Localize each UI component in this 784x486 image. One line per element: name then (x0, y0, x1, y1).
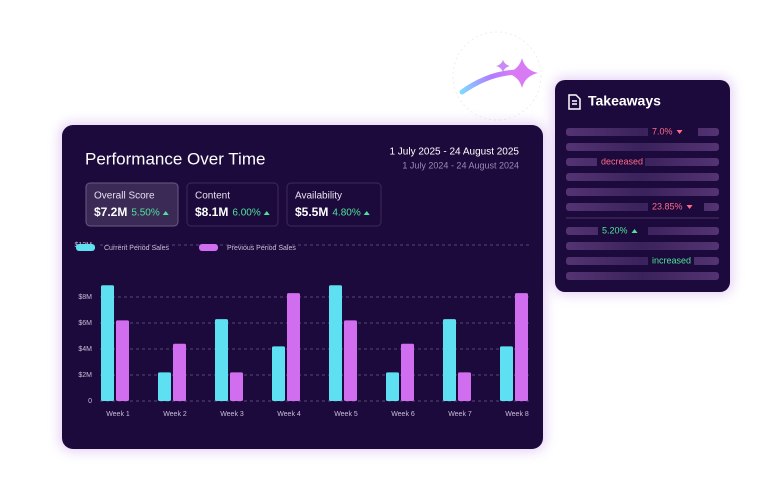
kpi-change: 6.00% (232, 208, 260, 219)
kpi-value: $5.5M (295, 205, 328, 219)
bar (287, 293, 300, 401)
placeholder-line (566, 242, 719, 250)
x-tick-label: Week 4 (277, 411, 301, 418)
kpi-box (286, 182, 382, 227)
placeholder-line (566, 188, 719, 196)
x-tick-label: Week 8 (505, 411, 529, 418)
bar (158, 372, 171, 401)
kpi-label: Content (195, 191, 230, 202)
kpi-value: $7.2M (94, 205, 127, 219)
takeaway-highlight-bg (648, 255, 694, 267)
bar (401, 343, 414, 401)
x-tick-label: Week 2 (163, 411, 187, 418)
bar (173, 343, 186, 401)
takeaway-highlight-bg (648, 201, 704, 213)
bar (230, 372, 243, 401)
placeholder-line (566, 173, 719, 181)
takeaway-highlight: 23.85% (652, 201, 683, 211)
bar (116, 320, 129, 401)
takeaway-highlight: decreased (601, 156, 643, 166)
date-range: 1 July 2025 - 24 August 2025 (389, 147, 519, 158)
takeaway-highlight: 7.0% (652, 126, 673, 136)
x-tick-label: Week 5 (334, 411, 358, 418)
sparkle-icon (452, 31, 542, 121)
takeaways-title: Takeaways (588, 93, 661, 109)
bar (272, 346, 285, 401)
y-tick-label: 0 (88, 398, 92, 405)
legend-label: Current Period Sales (104, 245, 169, 252)
placeholder-line (566, 143, 719, 151)
kpi-box (85, 182, 179, 227)
takeaways-icon (568, 94, 581, 110)
trend-icon (676, 130, 683, 134)
bar (344, 320, 357, 401)
kpi-trend-icon (363, 211, 370, 215)
kpi-trend-icon (263, 211, 270, 215)
x-tick-label: Week 3 (220, 411, 244, 418)
bar (386, 372, 399, 401)
kpi-box (186, 182, 279, 227)
x-tick-label: Week 7 (448, 411, 472, 418)
takeaway-highlight-bg (598, 225, 648, 237)
bar (215, 319, 228, 401)
main-card (62, 125, 543, 449)
bar (443, 319, 456, 401)
kpi-label: Availability (295, 191, 342, 202)
takeaway-highlight: increased (652, 255, 691, 265)
bar (515, 293, 528, 401)
takeaway-highlight-bg (597, 156, 645, 168)
placeholder-line (566, 257, 719, 265)
y-tick-label: $8M (78, 294, 92, 301)
kpi-label: Overall Score (94, 191, 155, 202)
bar (500, 346, 513, 401)
kpi-change: 5.50% (131, 208, 159, 219)
bar (458, 372, 471, 401)
placeholder-line (566, 272, 719, 280)
takeaway-highlight: 5.20% (602, 225, 628, 235)
trend-icon (631, 229, 638, 233)
y-tick-label: $2M (78, 372, 92, 379)
y-tick-label: $6M (78, 320, 92, 327)
bar (329, 285, 342, 401)
kpi-trend-icon (162, 211, 169, 215)
takeaway-highlight-bg (648, 126, 698, 138)
x-tick-label: Week 1 (106, 411, 130, 418)
legend-swatch (199, 244, 218, 251)
kpi-value: $8.1M (195, 205, 228, 219)
legend-label: Previous Period Sales (227, 245, 296, 252)
legend-swatch (76, 244, 95, 251)
bar (101, 285, 114, 401)
y-tick-label: $4M (78, 346, 92, 353)
x-tick-label: Week 6 (391, 411, 415, 418)
chart-title: Performance Over Time (85, 149, 265, 168)
kpi-change: 4.80% (332, 208, 360, 219)
trend-icon (686, 205, 693, 209)
comparison-range: 1 July 2024 - 24 August 2024 (402, 160, 519, 170)
